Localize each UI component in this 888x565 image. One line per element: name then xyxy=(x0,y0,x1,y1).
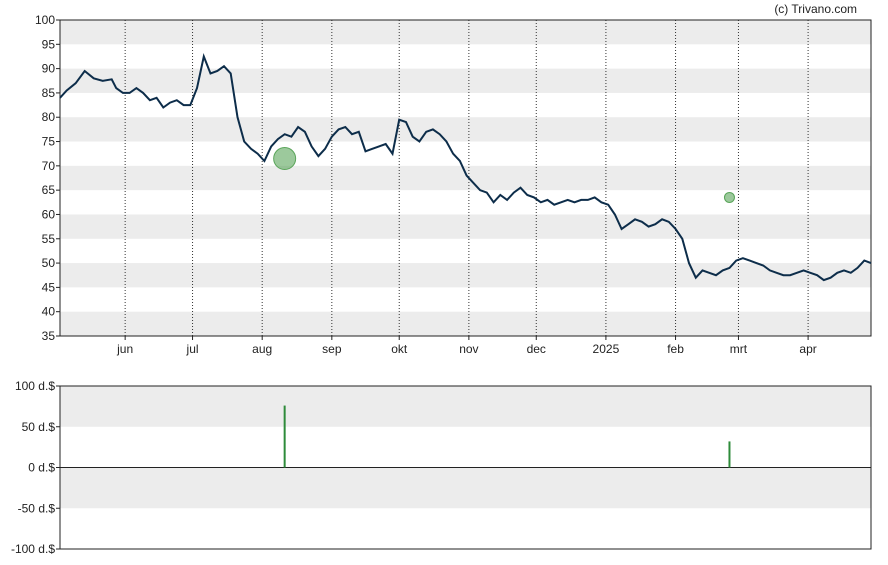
price-y-axis: 35 40 45 50 55 60 65 70 75 80 85 90 95 100 xyxy=(35,13,60,343)
price-series-line xyxy=(59,53,872,282)
x-tick-label: feb xyxy=(667,342,684,356)
y-tick-label: 75 xyxy=(42,135,56,149)
price-grid-band xyxy=(60,214,871,239)
event-marker xyxy=(273,147,297,171)
x-tick-label: okt xyxy=(391,342,408,356)
event-markers xyxy=(273,147,735,203)
dividend-y-tick-label: 0 d.$ xyxy=(28,461,55,475)
dividend-panel: 100 d.$ 50 d.$ 0 d.$ -50 d.$ -100 d.$ xyxy=(11,379,872,556)
x-tick-label: jun xyxy=(116,342,133,356)
price-x-axis: jun jul aug sep okt nov dec 2025 feb mrt apr xyxy=(116,336,817,356)
dividend-grid-bands xyxy=(60,386,871,509)
price-plot-frame xyxy=(59,19,872,337)
dividend-grid-band xyxy=(60,386,871,427)
y-tick-label: 100 xyxy=(35,13,55,27)
price-grid-band xyxy=(60,311,871,336)
x-tick-label: jul xyxy=(186,342,199,356)
price-grid-bands xyxy=(60,20,871,336)
y-tick-label: 35 xyxy=(42,329,56,343)
y-tick-label: 80 xyxy=(42,110,56,124)
dividend-y-tick-label: -100 d.$ xyxy=(11,542,55,556)
x-tick-label: sep xyxy=(322,342,342,356)
dividend-y-tick-label: -50 d.$ xyxy=(18,501,56,515)
y-tick-label: 65 xyxy=(42,183,56,197)
price-grid-band xyxy=(60,165,871,191)
y-tick-label: 55 xyxy=(42,232,56,246)
dividend-y-axis: 100 d.$ 50 d.$ 0 d.$ -50 d.$ -100 d.$ xyxy=(11,379,60,556)
y-tick-label: 95 xyxy=(42,37,56,51)
x-tick-label: apr xyxy=(799,342,816,356)
y-tick-label: 50 xyxy=(42,256,56,270)
dividend-grid-band xyxy=(60,467,871,509)
y-tick-label: 45 xyxy=(42,280,56,294)
price-grid-band xyxy=(60,263,871,288)
y-tick-label: 60 xyxy=(42,207,56,221)
x-tick-label: nov xyxy=(459,342,478,356)
event-marker xyxy=(723,191,735,203)
y-tick-label: 90 xyxy=(42,62,56,76)
x-tick-label: dec xyxy=(527,342,546,356)
price-grid-band xyxy=(60,68,871,93)
credit-text: (c) Trivano.com xyxy=(774,2,857,16)
price-grid-band xyxy=(60,20,871,45)
y-tick-label: 40 xyxy=(42,305,56,319)
dividend-y-tick-label: 50 d.$ xyxy=(22,420,56,434)
price-panel: 35 40 45 50 55 60 65 70 75 80 85 90 95 100 jun jul aug s… xyxy=(35,13,872,356)
y-tick-label: 85 xyxy=(42,86,56,100)
x-tick-label: aug xyxy=(252,342,272,356)
y-tick-label: 70 xyxy=(42,159,56,173)
price-grid-band xyxy=(60,117,871,142)
dividend-bars xyxy=(283,405,731,468)
x-tick-label: 2025 xyxy=(593,342,620,356)
x-tick-label: mrt xyxy=(730,342,748,356)
dividend-y-tick-label: 100 d.$ xyxy=(15,379,55,393)
